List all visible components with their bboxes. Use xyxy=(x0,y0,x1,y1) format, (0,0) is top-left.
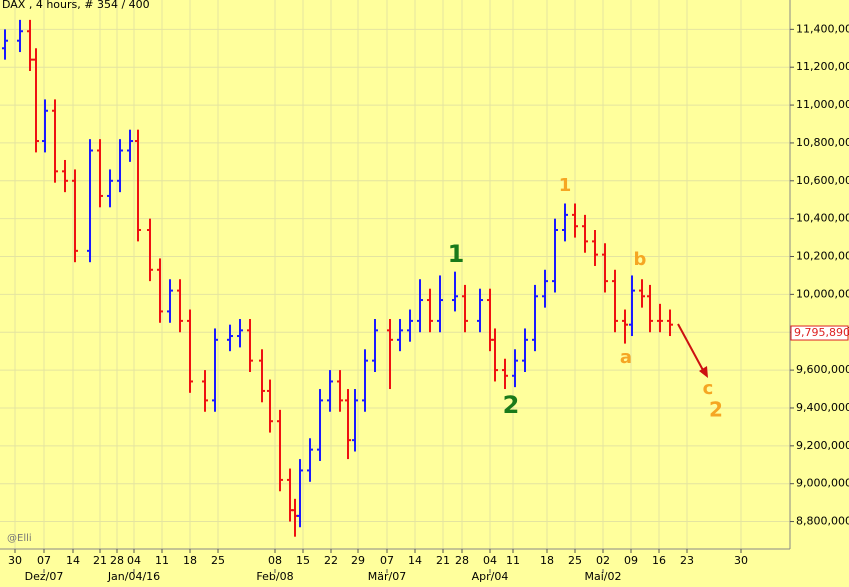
month-label: Mär/07 xyxy=(368,570,406,583)
month-label: Mai/02 xyxy=(585,570,622,583)
x-tick-label: 28 xyxy=(110,554,124,567)
wave-label: a xyxy=(620,347,632,368)
last-price-box xyxy=(790,325,849,341)
wave-label: 1 xyxy=(448,240,465,268)
x-tick-label: 21 xyxy=(93,554,107,567)
y-tick-label: 10,600,000 xyxy=(796,174,849,187)
grid xyxy=(0,0,790,549)
y-tick-label: 10,200,000 xyxy=(796,250,849,263)
x-tick-label: 14 xyxy=(66,554,80,567)
wave-label: 2 xyxy=(709,398,723,422)
arrow-head xyxy=(699,366,708,378)
y-tick-label: 10,800,000 xyxy=(796,136,849,149)
x-tick-label: 21 xyxy=(436,554,450,567)
chart-title: DAX , 4 hours, # 354 / 400 xyxy=(2,0,150,11)
x-tick-label: 09 xyxy=(624,554,638,567)
month-label: Feb/08 xyxy=(256,570,293,583)
y-tick-label: 8,800,000 xyxy=(796,515,849,528)
x-tick-label: 11 xyxy=(155,554,169,567)
watermark: @Elli xyxy=(7,533,32,544)
x-tick-label: 29 xyxy=(351,554,365,567)
x-tick-label: 07 xyxy=(37,554,51,567)
month-label: Apr/04 xyxy=(472,570,509,583)
x-tick-label: 04 xyxy=(483,554,497,567)
x-tick-label: 30 xyxy=(734,554,748,567)
arrow-line xyxy=(677,323,705,373)
y-tick-label: 11,000,000 xyxy=(796,98,849,111)
y-tick-label: 9,200,000 xyxy=(796,439,849,452)
x-tick-label: 28 xyxy=(455,554,469,567)
month-label: Jan/04/16 xyxy=(107,570,160,583)
x-tick-label: 16 xyxy=(652,554,666,567)
x-tick-label: 15 xyxy=(296,554,310,567)
wave-label: 2 xyxy=(503,391,520,419)
wave-label: c xyxy=(703,378,714,399)
y-tick-label: 10,400,000 xyxy=(796,212,849,225)
x-tick-label: 18 xyxy=(183,554,197,567)
x-tick-label: 02 xyxy=(596,554,610,567)
bars xyxy=(2,19,673,537)
y-tick-label: 11,400,000 xyxy=(796,22,849,35)
y-tick-label: 9,000,000 xyxy=(796,477,849,490)
y-tick-label: 9,600,000 xyxy=(796,363,849,376)
x-tick-label: 04 xyxy=(127,554,141,567)
x-tick-label: 22 xyxy=(324,554,338,567)
x-tick-label: 08 xyxy=(268,554,282,567)
y-tick-label: 11,200,000 xyxy=(796,60,849,73)
wave-label: b xyxy=(634,249,647,270)
wave-label: 1 xyxy=(559,175,572,196)
x-tick-label: 18 xyxy=(540,554,554,567)
month-label: Dez/07 xyxy=(25,570,64,583)
x-tick-label: 07 xyxy=(380,554,394,567)
x-tick-label: 25 xyxy=(211,554,225,567)
x-tick-label: 11 xyxy=(506,554,520,567)
y-tick-label: 9,400,000 xyxy=(796,401,849,414)
x-tick-label: 14 xyxy=(408,554,422,567)
x-tick-label: 23 xyxy=(680,554,694,567)
x-tick-label: 30 xyxy=(8,554,22,567)
y-tick-label: 10,000,000 xyxy=(796,287,849,300)
last-price-label: 9,795,890 xyxy=(794,326,849,339)
x-tick-label: 25 xyxy=(568,554,582,567)
